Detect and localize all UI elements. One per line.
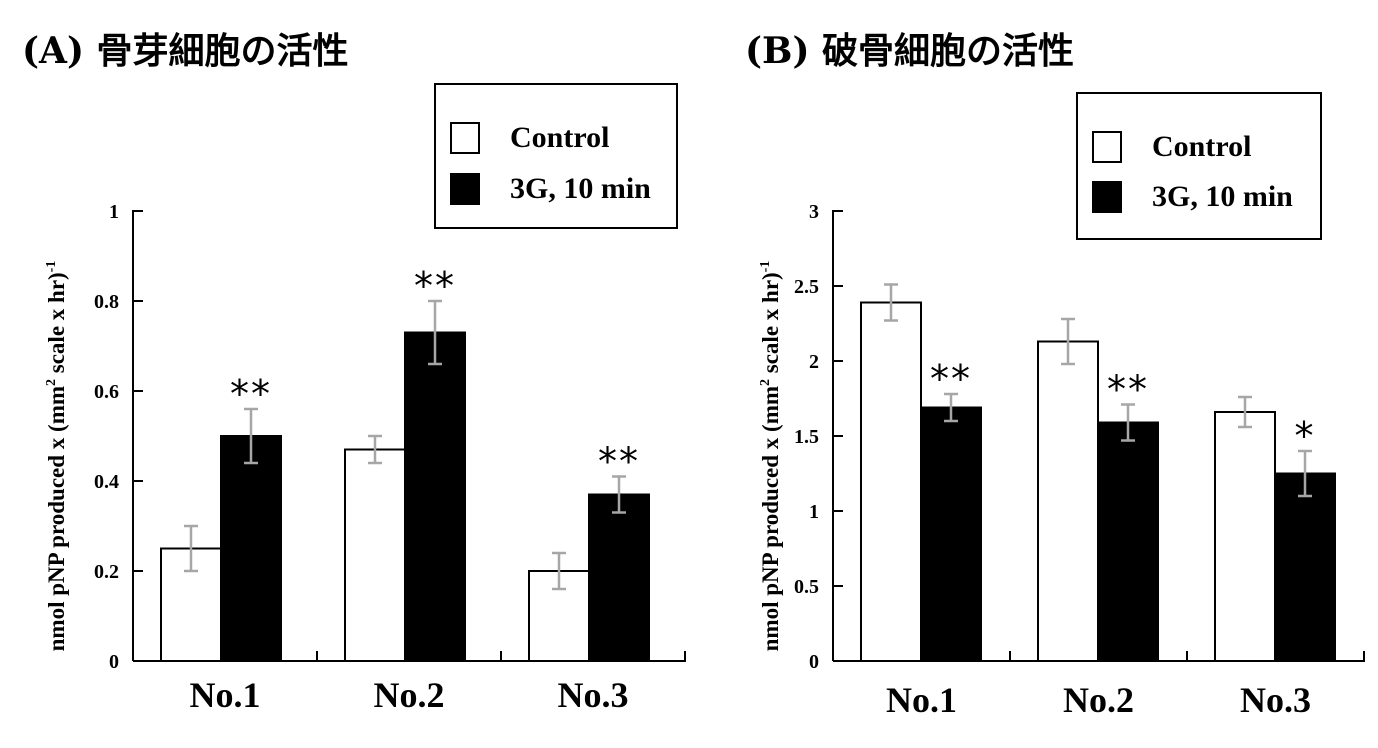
chart-a-ytick-label: 0.8 [94, 291, 119, 313]
legend-b: Control 3G, 10 min [1076, 92, 1322, 240]
chart-a-ylabel-main: nmol pNP produced x (mm [44, 386, 69, 651]
chart-b-bar-control [1037, 340, 1099, 662]
chart-a-bar-control [344, 448, 406, 662]
chart-b-ylabel-sup1: 2 [758, 379, 773, 386]
chart-a-significance-mark: ** [230, 372, 272, 416]
legend-a-control-label: Control [510, 121, 610, 154]
chart-b-bar-treated [920, 406, 982, 662]
legend-a-treated-label: 3G, 10 min [510, 172, 651, 205]
legend-a-treated: 3G, 10 min [450, 172, 651, 206]
chart-b-ylabel-main: nmol pNP produced x (mm [758, 386, 783, 651]
chart-b-ylabel-sup2: -1 [758, 261, 773, 273]
chart-a-ylabel-sup1: 2 [44, 379, 59, 386]
legend-a: Control 3G, 10 min [434, 83, 678, 229]
chart-b-category-label: No.1 [886, 680, 957, 720]
legend-b-control-swatch [1092, 131, 1122, 163]
chart-a-bar-treated [220, 435, 282, 662]
legend-a-control-swatch [450, 122, 480, 154]
legend-a-treated-swatch [450, 173, 480, 205]
chart-b-ytick-label: 2 [809, 351, 819, 373]
chart-b-ytick-label: 3 [809, 201, 819, 223]
chart-b-significance-mark: * [1295, 414, 1316, 458]
legend-b-treated: 3G, 10 min [1092, 180, 1293, 214]
panel-b-title: (B) 破骨細胞の活性 [745, 30, 1075, 72]
chart-b-y-axis-label: nmol pNP produced x (mm2 scale x hr)-1 [758, 261, 783, 652]
chart-a-bar-treated [404, 331, 466, 662]
chart-a-significance-mark: ** [598, 440, 640, 484]
chart-b-category-label: No.3 [1240, 680, 1311, 720]
chart-a-ylabel-sup2: -1 [44, 261, 59, 273]
chart-a-bar-treated [588, 493, 650, 662]
chart-b-ytick-label: 1.5 [794, 426, 819, 448]
chart-a-ytick-label: 1 [109, 201, 119, 223]
chart-b-significance-mark: ** [1107, 368, 1149, 412]
chart-b-category-label: No.2 [1063, 680, 1134, 720]
chart-b-ytick-label: 2.5 [794, 276, 819, 298]
chart-a-ytick-label: 0.2 [94, 561, 119, 583]
chart-a-ytick-label: 0.4 [94, 471, 119, 493]
chart-b-bar-control [1214, 411, 1276, 662]
chart-a-category-label: No.1 [190, 675, 261, 715]
legend-b-treated-label: 3G, 10 min [1152, 180, 1293, 213]
legend-b-control: Control [1092, 130, 1251, 164]
chart-b-bar-treated [1274, 472, 1336, 662]
legend-b-treated-swatch [1092, 181, 1122, 213]
chart-b-significance-mark: ** [930, 357, 972, 401]
chart-b-ytick-label: 0.5 [794, 576, 819, 598]
chart-b-ytick-label: 1 [809, 501, 819, 523]
legend-a-control: Control [450, 121, 609, 155]
chart-a-category-label: No.2 [374, 675, 445, 715]
chart-a-ytick-label: 0 [109, 651, 119, 673]
chart-a-ylabel-mid: scale x hr) [44, 272, 69, 379]
chart-b-bar-treated [1097, 421, 1159, 662]
chart-b-bar-control [860, 301, 922, 662]
panel-a-title: (A) 骨芽細胞の活性 [22, 30, 349, 72]
chart-a-significance-mark: ** [414, 264, 456, 308]
chart-b-ytick-label: 0 [809, 651, 819, 673]
chart-a-ytick-label: 0.6 [94, 381, 119, 403]
legend-b-control-label: Control [1152, 130, 1252, 163]
chart-b-ylabel-mid: scale x hr) [758, 272, 783, 379]
chart-a-y-axis-label: nmol pNP produced x (mm2 scale x hr)-1 [44, 261, 69, 652]
chart-a-category-label: No.3 [558, 675, 629, 715]
